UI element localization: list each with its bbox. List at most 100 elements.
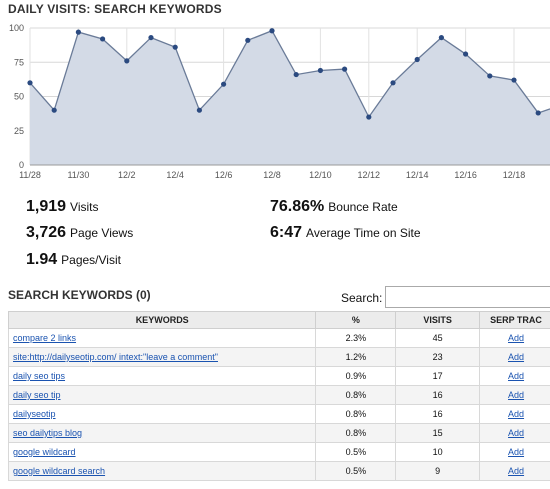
stat-pageviews: 3,726 Page Views [26, 224, 133, 242]
chart-title: DAILY VISITS: SEARCH KEYWORDS [8, 2, 222, 16]
y-tick-label: 75 [14, 57, 24, 67]
data-point [196, 107, 202, 113]
data-point [172, 44, 178, 50]
x-tick-label: 12/12 [358, 170, 381, 180]
x-tick-label: 12/6 [215, 170, 233, 180]
table-row: google wildcard 0.5% 10 Add [7, 442, 550, 462]
column-header-percent[interactable]: % [315, 311, 397, 329]
data-point [148, 34, 154, 41]
data-point [100, 36, 106, 42]
x-tick-label: 12/16 [454, 170, 477, 180]
stat-avg-time-value: 6:47 [270, 224, 303, 241]
keyword-link[interactable]: seo dailytips blog [13, 428, 83, 438]
stat-pages-per-visit-label: Pages/Visit [61, 253, 121, 267]
serp-add-cell: Add [479, 404, 550, 424]
keyword-cell: site:http://dailyseotip.com/ intext:"lea… [7, 347, 317, 367]
serp-add-link[interactable]: Add [508, 428, 525, 438]
keyword-link[interactable]: dailyseotip [13, 409, 56, 419]
serp-add-cell: Add [479, 328, 550, 348]
stat-bounce-rate-label: Bounce Rate [328, 200, 398, 214]
serp-add-link[interactable]: Add [508, 466, 525, 476]
y-tick-label: 0 [19, 160, 24, 170]
data-point [438, 34, 444, 41]
data-point [245, 37, 251, 43]
data-point [27, 80, 33, 86]
data-point [124, 58, 130, 64]
stat-pages-per-visit: 1.94 Pages/Visit [26, 251, 121, 269]
keyword-link[interactable]: compare 2 links [13, 333, 77, 343]
keyword-link[interactable]: daily seo tip [13, 390, 61, 400]
x-tick-label: 12/18 [503, 170, 526, 180]
serp-add-link[interactable]: Add [508, 409, 525, 419]
data-point [535, 110, 541, 116]
stat-pages-per-visit-value: 1.94 [26, 251, 58, 268]
visits-area-chart: 100 75 50 25 011/28 11/30 12/2 12/4 12/6 12/8 12/1… [9, 23, 550, 180]
data-point [366, 114, 372, 120]
stat-avg-time-label: Average Time on Site [306, 226, 421, 240]
serp-add-link[interactable]: Add [508, 447, 525, 457]
table-row: seo dailytips blog 0.8% 15 Add [7, 423, 550, 443]
stat-avg-time: 6:47 Average Time on Site [270, 224, 421, 242]
table-header-row: KEYWORDS % VISITS SERP TRAC [7, 311, 550, 329]
data-point [293, 71, 299, 78]
keyword-link[interactable]: google wildcard [13, 447, 76, 457]
keywords-section-title: SEARCH KEYWORDS (0) [8, 288, 151, 302]
table-row: compare 2 links 2.3% 45 Add [7, 328, 550, 348]
keyword-cell: compare 2 links [7, 328, 317, 348]
keyword-cell: daily seo tips [7, 366, 317, 386]
search-input[interactable] [385, 286, 550, 308]
stat-bounce-rate-value: 76.86% [270, 198, 325, 215]
serp-add-link[interactable]: Add [508, 371, 525, 381]
table-row: site:http://dailyseotip.com/ intext:"lea… [7, 347, 550, 367]
table-row: daily seo tip 0.8% 16 Add [7, 385, 550, 405]
data-point [463, 51, 469, 57]
visits-cell: 16 [395, 404, 481, 424]
x-tick-label: 12/14 [406, 170, 429, 180]
table-row: daily seo tips 0.9% 17 Add [7, 366, 550, 386]
percent-cell: 1.2% [315, 347, 397, 367]
data-point [342, 66, 348, 72]
y-tick-label: 100 [9, 23, 24, 33]
visits-cell: 9 [395, 461, 481, 481]
table-row: dailyseotip 0.8% 16 Add [7, 404, 550, 424]
column-header-visits[interactable]: VISITS [395, 311, 481, 329]
data-point [317, 67, 323, 74]
keyword-link[interactable]: google wildcard search [13, 466, 106, 476]
stat-visits-label: Visits [70, 200, 99, 214]
column-header-keywords[interactable]: KEYWORDS [7, 311, 317, 329]
visits-cell: 10 [395, 442, 481, 462]
x-tick-label: 12/4 [166, 170, 184, 180]
serp-add-link[interactable]: Add [508, 352, 525, 362]
serp-add-cell: Add [479, 385, 550, 405]
data-point [414, 56, 420, 63]
visits-cell: 45 [395, 328, 481, 348]
data-point [390, 80, 396, 86]
keywords-table: KEYWORDS % VISITS SERP TRAC compare 2 li… [7, 311, 550, 481]
stat-visits: 1,919 Visits [26, 198, 99, 216]
x-tick-label: 12/8 [263, 170, 281, 180]
keyword-cell: daily seo tip [7, 385, 317, 405]
keyword-link[interactable]: daily seo tips [13, 371, 66, 381]
column-header-serp-tracking[interactable]: SERP TRAC [479, 311, 550, 329]
stat-pageviews-value: 3,726 [26, 224, 67, 241]
keyword-cell: seo dailytips blog [7, 423, 317, 443]
data-point [511, 77, 517, 83]
keyword-link[interactable]: site:http://dailyseotip.com/ intext:"lea… [13, 352, 218, 362]
serp-add-cell: Add [479, 347, 550, 367]
search-label: Search: [341, 291, 383, 305]
y-tick-label: 25 [14, 126, 24, 136]
serp-add-cell: Add [479, 423, 550, 443]
visits-cell: 16 [395, 385, 481, 405]
percent-cell: 2.3% [315, 328, 397, 348]
serp-add-link[interactable]: Add [508, 390, 525, 400]
visits-cell: 23 [395, 347, 481, 367]
y-tick-label: 50 [14, 92, 24, 102]
keywords-table-body: compare 2 links 2.3% 45 Add site:http://dail… [7, 328, 550, 481]
data-point [221, 81, 227, 87]
percent-cell: 0.8% [315, 385, 397, 405]
serp-add-link[interactable]: Add [508, 333, 525, 343]
data-point [487, 73, 493, 79]
data-point [51, 107, 57, 113]
percent-cell: 0.5% [315, 461, 397, 481]
serp-add-cell: Add [479, 366, 550, 386]
